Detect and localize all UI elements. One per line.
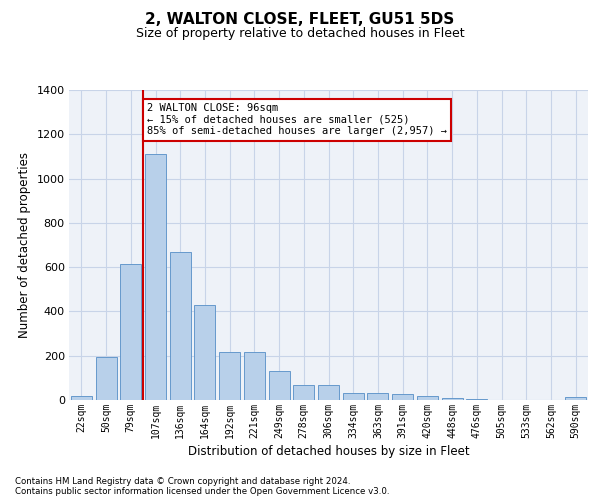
Bar xyxy=(442,398,463,400)
Bar xyxy=(244,352,265,400)
Bar xyxy=(269,371,290,400)
Bar xyxy=(219,352,240,400)
Bar xyxy=(170,252,191,400)
Bar xyxy=(417,396,438,400)
Text: Contains public sector information licensed under the Open Government Licence v3: Contains public sector information licen… xyxy=(15,487,389,496)
Bar xyxy=(71,396,92,400)
Bar xyxy=(293,384,314,400)
Bar xyxy=(367,394,388,400)
Bar xyxy=(343,393,364,400)
Text: Contains HM Land Registry data © Crown copyright and database right 2024.: Contains HM Land Registry data © Crown c… xyxy=(15,477,350,486)
Bar xyxy=(120,264,141,400)
Bar xyxy=(318,384,339,400)
Bar xyxy=(95,358,116,400)
X-axis label: Distribution of detached houses by size in Fleet: Distribution of detached houses by size … xyxy=(188,445,469,458)
Y-axis label: Number of detached properties: Number of detached properties xyxy=(18,152,31,338)
Bar xyxy=(565,398,586,400)
Bar xyxy=(392,394,413,400)
Text: Size of property relative to detached houses in Fleet: Size of property relative to detached ho… xyxy=(136,28,464,40)
Bar xyxy=(194,305,215,400)
Bar xyxy=(145,154,166,400)
Text: 2, WALTON CLOSE, FLEET, GU51 5DS: 2, WALTON CLOSE, FLEET, GU51 5DS xyxy=(145,12,455,28)
Text: 2 WALTON CLOSE: 96sqm
← 15% of detached houses are smaller (525)
85% of semi-det: 2 WALTON CLOSE: 96sqm ← 15% of detached … xyxy=(147,104,447,136)
